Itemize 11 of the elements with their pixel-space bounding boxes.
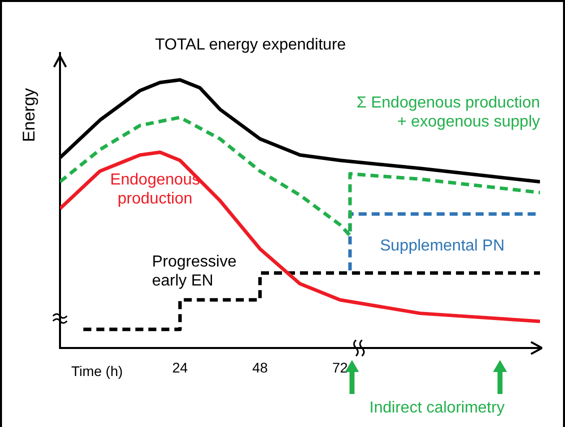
series-label: Endogenous production: [110, 171, 200, 208]
y-axis-title: Energy: [20, 88, 39, 142]
text: Indirect calorimetry: [369, 399, 505, 416]
x-axis-title: Time (h): [71, 362, 123, 379]
series-label: TOTAL energy expenditure: [155, 36, 346, 54]
text: Σ Endogenous production + exogenous supply: [356, 94, 540, 130]
x-tick-label: 48: [252, 359, 268, 376]
series-label: Progressive early EN: [152, 253, 237, 290]
x-tick-label: 72: [332, 359, 348, 376]
series-label: Supplemental PN: [380, 237, 505, 254]
x-tick-label: 24: [172, 359, 188, 376]
